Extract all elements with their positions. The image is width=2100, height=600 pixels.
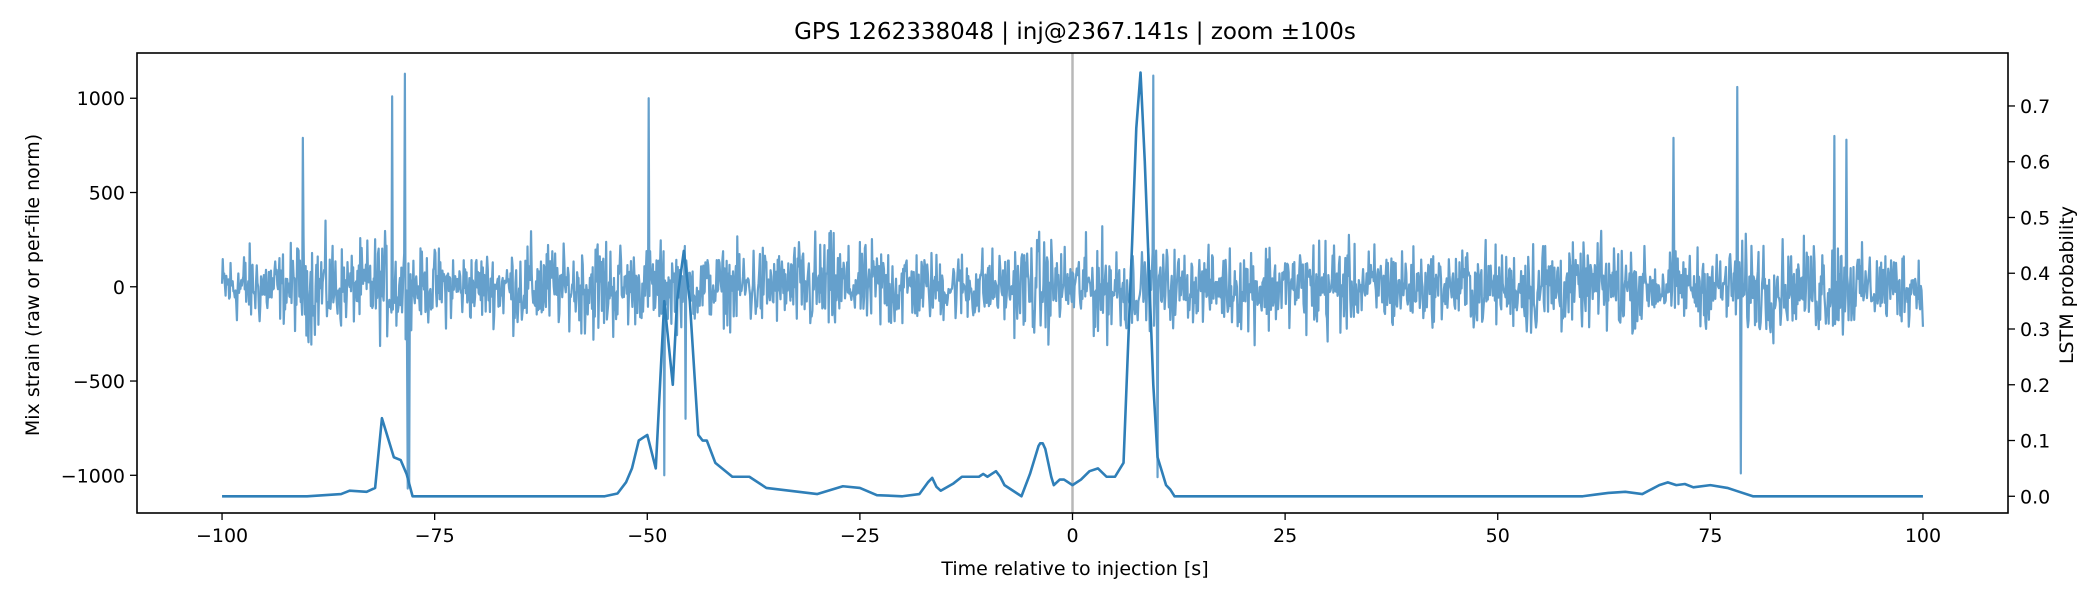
left-y-tick-label: −1000: [61, 465, 125, 487]
right-y-tick-label: 0.4: [2020, 263, 2050, 285]
x-tick-label: 25: [1273, 525, 1297, 547]
x-tick-label: 0: [1066, 525, 1078, 547]
x-tick-label: 100: [1905, 525, 1941, 547]
right-y-tick-label: 0.7: [2020, 96, 2050, 118]
left-y-tick-label: 1000: [77, 88, 125, 110]
probability-series-layer: [222, 71, 1923, 498]
left-y-axis-label: Mix strain (raw or per-file norm): [22, 134, 44, 436]
left-y-tick-label: −500: [73, 371, 125, 393]
left-y-tick-label: 500: [89, 183, 125, 205]
x-tick-label: 75: [1698, 525, 1722, 547]
right-y-tick-label: 0.6: [2020, 152, 2050, 174]
right-y-tick-label: 0.1: [2020, 431, 2050, 453]
x-axis-ticks: −100 −75 −50 −25 0 25 50 75 100: [196, 513, 1941, 547]
x-tick-label: −25: [840, 525, 880, 547]
x-tick-label: −50: [627, 525, 667, 547]
left-y-axis-ticks: −1000 −500 0 500 1000: [61, 88, 137, 487]
strain-series-line: [220, 72, 1925, 490]
right-y-tick-label: 0.2: [2020, 375, 2050, 397]
right-y-axis-ticks: 0.0 0.1 0.2 0.3 0.4 0.5 0.6 0.7: [2008, 96, 2050, 508]
x-tick-label: −75: [415, 525, 455, 547]
x-tick-label: 50: [1486, 525, 1510, 547]
right-y-axis-label: LSTM probability: [2056, 206, 2078, 364]
x-axis-label: Time relative to injection [s]: [940, 558, 1208, 580]
x-tick-label: −100: [196, 525, 248, 547]
strain-series-layer: [220, 72, 1925, 490]
right-y-tick-label: 0.5: [2020, 207, 2050, 229]
right-y-tick-label: 0.3: [2020, 319, 2050, 341]
right-y-tick-label: 0.0: [2020, 486, 2050, 508]
chart-title: GPS 1262338048 | inj@2367.141s | zoom ±1…: [794, 19, 1356, 45]
probability-series-line: [222, 71, 1923, 498]
left-y-tick-label: 0: [113, 277, 125, 299]
